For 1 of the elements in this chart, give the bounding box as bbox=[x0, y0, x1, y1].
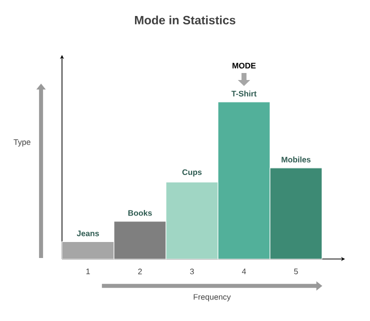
chart-title: Mode in Statistics bbox=[134, 16, 236, 24]
